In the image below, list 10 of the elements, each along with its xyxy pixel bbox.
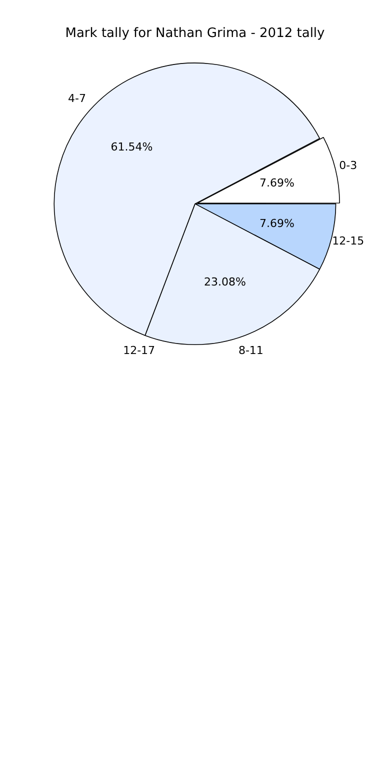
data-label: 7.69% [260,216,295,230]
chart-title: Mark tally for Nathan Grima - 2012 tally [65,26,326,42]
data-label: 61.54% [110,140,153,154]
data-label: 7.69% [260,176,295,190]
slice-label: 12-15 [332,234,364,248]
slice-label: 8-11 [238,344,264,358]
slice-label: 0-3 [339,158,358,172]
slice-label: 4-7 [68,92,86,106]
data-label: 23.08% [204,276,246,289]
category-label: 12-17 [123,344,156,358]
